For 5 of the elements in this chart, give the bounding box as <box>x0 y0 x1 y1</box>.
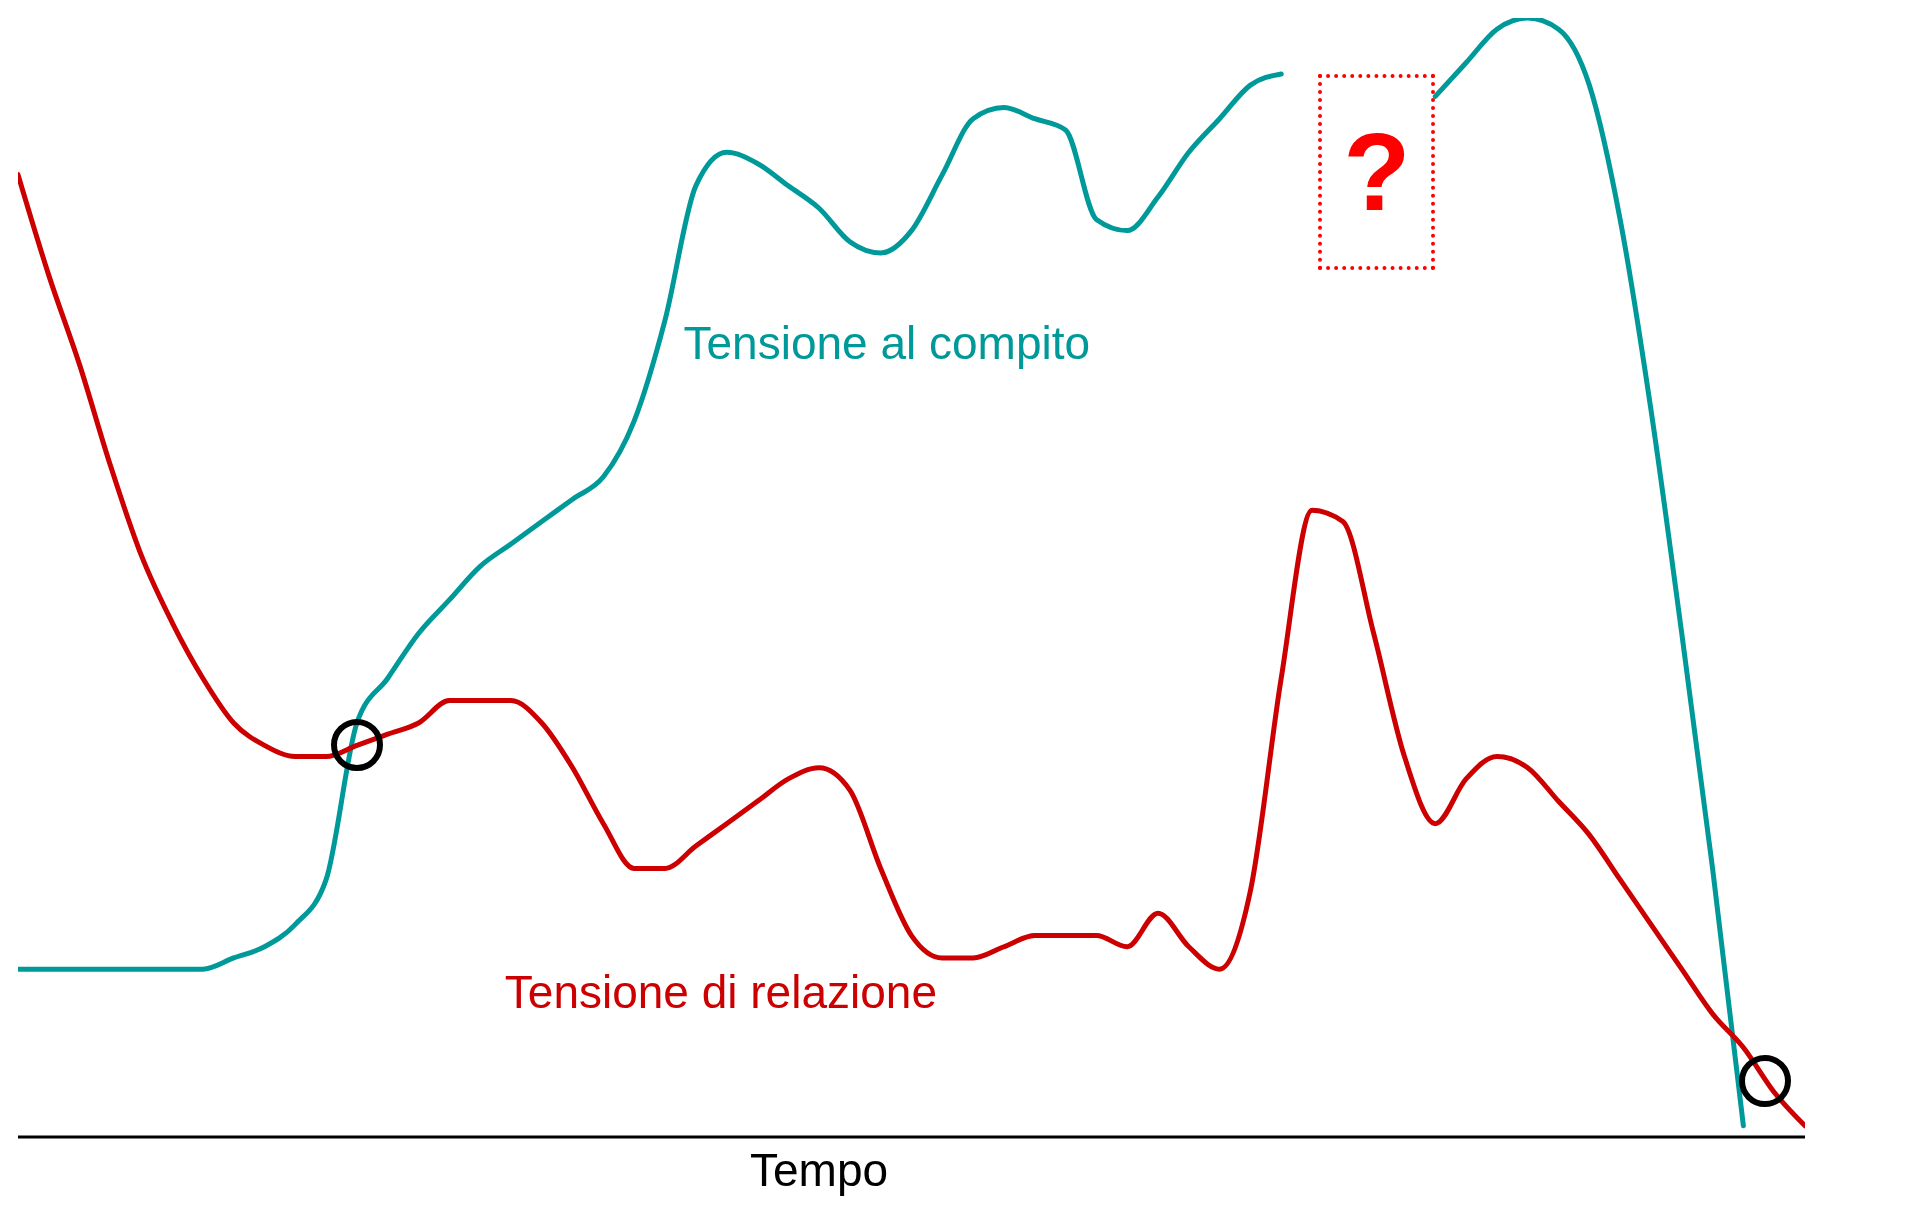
annotation: ? <box>1343 109 1411 236</box>
series-label: Tensione al compito <box>683 315 1091 371</box>
x-axis-title: Tempo <box>749 1143 890 1197</box>
series-label: Tensione di relazione <box>504 964 937 1020</box>
dotted-box: ? <box>1318 73 1436 270</box>
